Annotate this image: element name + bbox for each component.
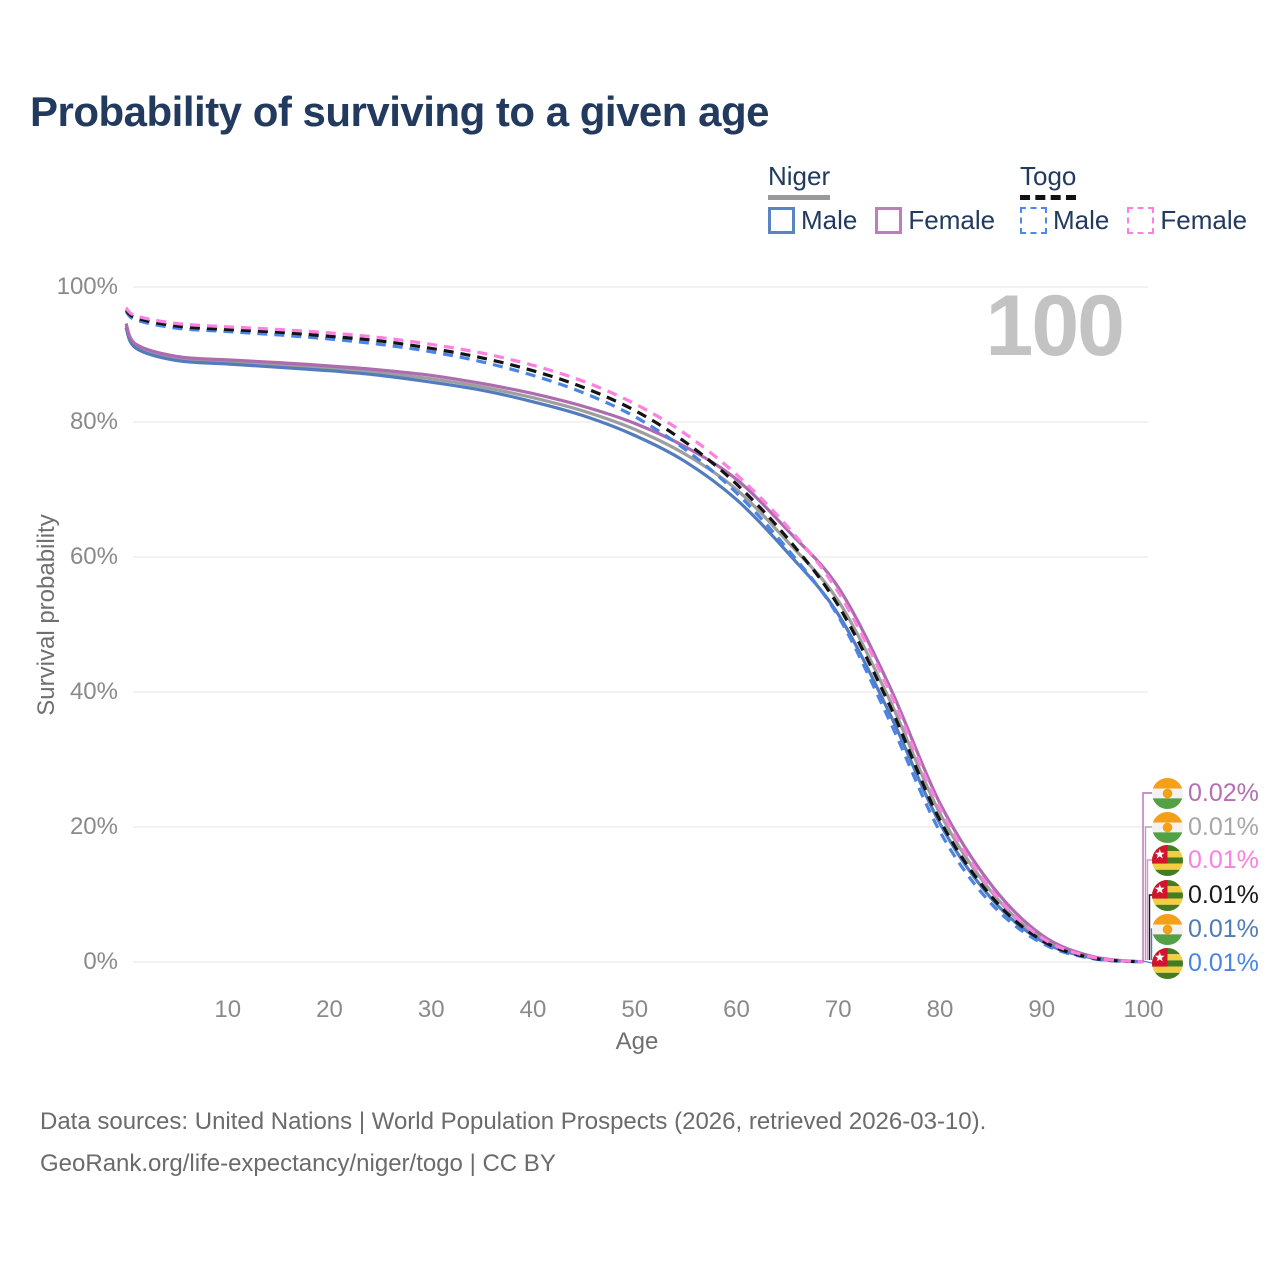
niger-female-swatch-icon xyxy=(875,207,903,234)
end-label-connector xyxy=(1146,859,1152,960)
niger-flag-icon xyxy=(1152,812,1183,843)
end-label-value: 0.02% xyxy=(1188,778,1259,807)
legend-country-togo[interactable]: Togo xyxy=(1020,161,1076,200)
end-label-niger-male[interactable]: 0.01% xyxy=(1152,914,1259,945)
end-label-connector xyxy=(1150,928,1153,960)
end-label-niger-all[interactable]: 0.01% xyxy=(1152,812,1259,843)
series-line-niger-female[interactable] xyxy=(124,322,1144,964)
end-label-togo-female[interactable]: 0.01% xyxy=(1152,845,1259,876)
series-line-togo-female[interactable] xyxy=(124,306,1144,964)
end-label-value: 0.01% xyxy=(1188,812,1259,841)
togo-dashed-line-swatch-icon xyxy=(1020,195,1076,200)
legend-item-niger-female[interactable]: Female xyxy=(875,205,995,236)
footer-data-sources: Data sources: United Nations | World Pop… xyxy=(40,1108,987,1135)
series-line-togo-all[interactable] xyxy=(124,308,1144,964)
niger-solid-line-swatch-icon xyxy=(768,195,830,200)
page-title: Probability of surviving to a given age xyxy=(30,88,769,135)
end-label-togo-all[interactable]: 0.01% xyxy=(1152,880,1259,911)
series-lines xyxy=(124,306,1144,964)
legend-item-niger-male[interactable]: Male xyxy=(768,205,857,236)
end-label-togo-male[interactable]: 0.01% xyxy=(1152,948,1259,979)
legend-group-niger: Niger Male Female xyxy=(768,161,995,235)
legend-country-label: Niger xyxy=(768,161,831,191)
current-age-watermark: 100 xyxy=(985,278,1125,374)
end-label-connector xyxy=(1142,960,1153,964)
end-label-niger-female[interactable]: 0.02% xyxy=(1152,778,1259,809)
legend-group-togo: Togo Male Female xyxy=(1020,161,1247,235)
togo-flag-icon xyxy=(1152,845,1183,876)
niger-male-swatch-icon xyxy=(768,207,795,234)
togo-flag-icon xyxy=(1152,880,1183,911)
legend-item-togo-male[interactable]: Male xyxy=(1020,205,1109,236)
legend-item-togo-female[interactable]: Female xyxy=(1127,205,1247,236)
legend-item-label: Female xyxy=(908,205,996,235)
end-label-value: 0.01% xyxy=(1188,948,1259,977)
end-label-value: 0.01% xyxy=(1188,845,1259,874)
end-label-value: 0.01% xyxy=(1188,914,1259,943)
chart-legend: Niger Male Female Togo Male xyxy=(768,161,1248,241)
legend-item-label: Male xyxy=(1053,205,1110,235)
legend-country-niger[interactable]: Niger xyxy=(768,161,830,200)
end-label-connector xyxy=(1148,894,1152,960)
togo-male-swatch-icon xyxy=(1020,207,1047,234)
footer-url[interactable]: GeoRank.org/life-expectancy/niger/togo |… xyxy=(40,1150,556,1177)
series-line-niger-all[interactable] xyxy=(124,324,1144,964)
togo-flag-icon xyxy=(1152,948,1183,979)
legend-item-label: Female xyxy=(1160,205,1248,235)
niger-flag-icon xyxy=(1152,778,1183,809)
end-label-connectors xyxy=(1142,792,1153,964)
end-label-connector xyxy=(1144,826,1152,960)
series-line-togo-male[interactable] xyxy=(124,310,1144,964)
legend-country-label: Togo xyxy=(1020,161,1077,191)
togo-female-swatch-icon xyxy=(1127,207,1155,234)
x-axis-title: Age xyxy=(615,1028,659,1055)
gridlines xyxy=(133,286,1148,963)
end-label-value: 0.01% xyxy=(1188,880,1259,909)
end-label-connector xyxy=(1142,792,1152,960)
niger-flag-icon xyxy=(1152,914,1183,945)
legend-item-label: Male xyxy=(801,205,858,235)
